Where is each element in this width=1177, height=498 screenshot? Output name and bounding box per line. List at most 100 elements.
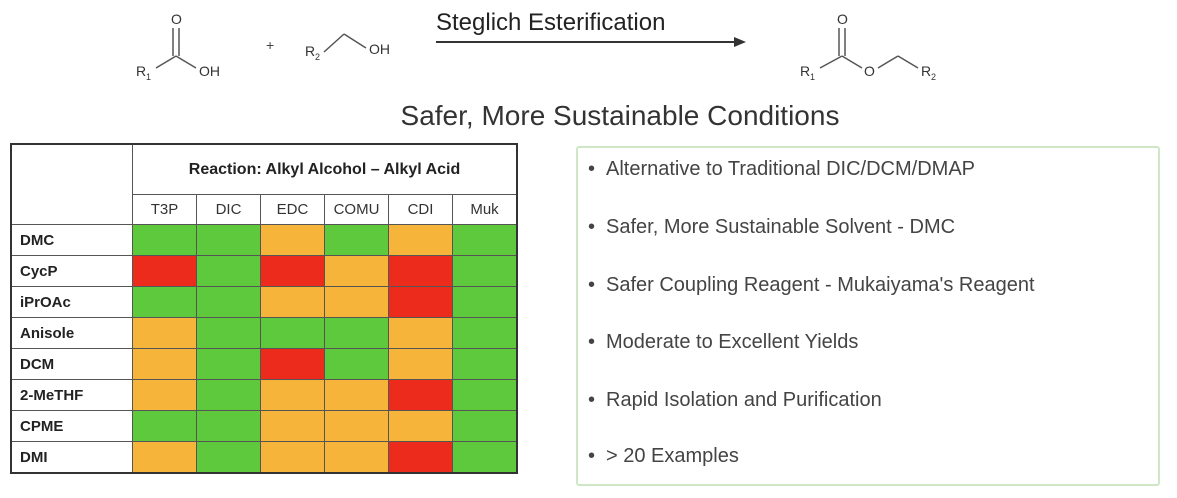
result-cell-green — [196, 348, 261, 380]
conditions-heading: Safer, More Sustainable Conditions — [400, 100, 840, 131]
feature-text: Moderate to Excellent Yields — [606, 331, 859, 353]
result-cell-red — [260, 255, 325, 287]
result-cell-orange — [324, 286, 389, 318]
bullet-icon: • — [588, 274, 596, 296]
reagent-header: T3P — [132, 194, 197, 225]
solvent-label: DMI — [10, 441, 133, 474]
result-cell-orange — [260, 441, 325, 474]
solvent-row: CycP — [10, 255, 518, 287]
features-panel: • Alternative to Traditional DIC/DCM/DMAP… — [576, 146, 1160, 486]
result-cell-green — [324, 224, 389, 256]
result-cell-green — [196, 379, 261, 411]
solvent-row: iPrOAc — [10, 286, 518, 318]
arrow-head-icon — [734, 37, 746, 47]
result-cell-orange — [388, 224, 453, 256]
feature-text: Safer, More Sustainable Solvent - DMC — [606, 216, 956, 238]
result-cell-green — [452, 255, 518, 287]
feature-text: Safer Coupling Reagent - Mukaiyama's Rea… — [606, 274, 1035, 296]
solvent-label: DMC — [10, 224, 133, 256]
bullet-icon: • — [588, 445, 596, 467]
reagent-header-row: T3P DIC EDC COMU CDI Muk — [11, 194, 518, 225]
result-cell-orange — [132, 379, 197, 411]
result-cell-green — [132, 224, 197, 256]
result-cell-orange — [260, 379, 325, 411]
bullet-icon: • — [588, 158, 596, 180]
arrow-label: Steglich Esterification — [436, 9, 665, 36]
result-cell-orange — [324, 410, 389, 442]
result-cell-orange — [324, 255, 389, 287]
result-cell-red — [260, 348, 325, 380]
result-cell-green — [452, 410, 518, 442]
result-cell-orange — [260, 286, 325, 318]
result-cell-green — [324, 348, 389, 380]
reaction-header-row: Reaction: Alkyl Alcohol – Alkyl Acid — [10, 143, 518, 225]
result-cell-green — [452, 286, 518, 318]
carboxylic-acid-structure — [155, 28, 197, 69]
solvent-row: DCM — [10, 348, 518, 380]
solvent-label: 2-MeTHF — [10, 379, 133, 411]
feature-text: > 20 Examples — [606, 445, 739, 467]
result-cell-green — [196, 224, 261, 256]
result-cell-green — [196, 255, 261, 287]
result-cell-orange — [388, 348, 453, 380]
result-cell-orange — [132, 441, 197, 474]
acid-o-label: O — [171, 11, 182, 27]
result-cell-green — [452, 441, 518, 474]
result-cell-green — [324, 317, 389, 349]
result-cell-orange — [132, 317, 197, 349]
solvent-label: CPME — [10, 410, 133, 442]
result-cell-orange — [388, 410, 453, 442]
corner-cell — [10, 143, 133, 225]
reagent-header: CDI — [388, 194, 453, 225]
solvent-row: 2-MeTHF — [10, 379, 518, 411]
solvent-label: iPrOAc — [10, 286, 133, 318]
reagent-header: COMU — [324, 194, 389, 225]
result-cell-green — [452, 348, 518, 380]
result-cell-green — [260, 317, 325, 349]
reagent-header: Muk — [452, 194, 518, 225]
feature-item: • Moderate to Excellent Yields — [588, 331, 858, 354]
result-cell-orange — [132, 348, 197, 380]
acid-r-subscript: 1 — [146, 72, 151, 82]
result-cell-red — [388, 286, 453, 318]
solvent-reagent-grid: Reaction: Alkyl Alcohol – Alkyl Acid T3P… — [10, 143, 518, 474]
reagent-header: EDC — [260, 194, 325, 225]
result-cell-orange — [260, 224, 325, 256]
result-cell-green — [452, 317, 518, 349]
result-cell-orange — [324, 379, 389, 411]
ester-r1-label: R — [800, 63, 810, 79]
ester-r1-subscript: 1 — [810, 72, 815, 82]
result-cell-green — [196, 441, 261, 474]
bullet-icon: • — [588, 331, 596, 353]
plus-sign: + — [266, 37, 274, 53]
feature-item: • Safer, More Sustainable Solvent - DMC — [588, 216, 955, 239]
feature-item: • Safer Coupling Reagent - Mukaiyama's Re… — [588, 274, 1035, 297]
result-cell-green — [452, 379, 518, 411]
ester-o: O — [864, 63, 875, 79]
acid-r-label: R — [136, 63, 146, 79]
alcohol-structure — [323, 33, 367, 53]
solvent-label: CycP — [10, 255, 133, 287]
solvent-row: Anisole — [10, 317, 518, 349]
reaction-scheme: O OH R 1 + R 2 OH Steglich Esterificatio… — [136, 9, 936, 82]
result-cell-green — [196, 286, 261, 318]
result-cell-orange — [260, 410, 325, 442]
feature-item: • > 20 Examples — [588, 445, 739, 468]
bullet-icon: • — [588, 216, 596, 238]
solvent-row: DMI — [10, 441, 518, 474]
result-cell-green — [132, 286, 197, 318]
ester-carbonyl-o: O — [837, 11, 848, 27]
acid-oh-label: OH — [199, 63, 220, 79]
feature-text: Alternative to Traditional DIC/DCM/DMAP — [606, 158, 976, 180]
result-cell-green — [132, 410, 197, 442]
result-cell-orange — [388, 317, 453, 349]
result-cell-green — [452, 224, 518, 256]
result-cell-red — [388, 379, 453, 411]
ester-r2-label: R — [921, 63, 931, 79]
alcohol-r-subscript: 2 — [315, 52, 320, 62]
result-cell-red — [388, 255, 453, 287]
feature-item: • Rapid Isolation and Purification — [588, 389, 882, 412]
solvent-row: CPME — [10, 410, 518, 442]
result-cell-green — [196, 410, 261, 442]
result-cell-red — [388, 441, 453, 474]
